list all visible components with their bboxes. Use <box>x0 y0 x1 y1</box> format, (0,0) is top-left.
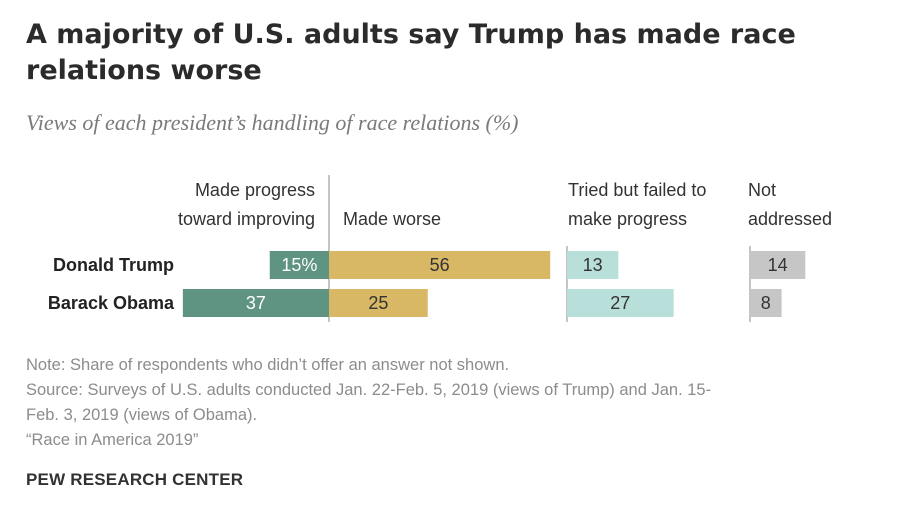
bar <box>269 251 329 279</box>
data-label: 27 <box>610 293 630 313</box>
data-label: 25 <box>368 293 388 313</box>
bar <box>750 251 806 279</box>
column-header-not-addressed-line2: addressed <box>748 209 833 229</box>
source-line-2: Feb. 3, 2019 (views of Obama). <box>26 406 258 424</box>
source-line-1: Source: Surveys of U.S. adults conducted… <box>26 381 712 399</box>
data-label: 14 <box>768 255 788 275</box>
chart-subtitle: Views of each president’s handling of ra… <box>26 110 519 135</box>
data-label: 8 <box>761 293 771 313</box>
column-header-progress: Made progress toward improving <box>178 176 315 234</box>
data-label: 37 <box>246 293 266 313</box>
report-name: “Race in America 2019” <box>26 431 199 449</box>
column-header-worse: Made worse <box>343 205 441 234</box>
data-label: 15% <box>281 255 317 275</box>
column-header-progress-line2: toward improving <box>177 209 315 229</box>
chart-title: A majority of U.S. adults say Trump has … <box>26 19 796 86</box>
column-header-not-addressed-line1: Not <box>748 180 777 200</box>
bar <box>329 289 428 317</box>
column-header-tried-line2: make progress <box>568 209 688 229</box>
bar <box>567 251 619 279</box>
data-label: 13 <box>583 255 603 275</box>
column-header-progress-line1: Made progress <box>194 180 315 200</box>
column-header-tried-line1: Tried but failed to <box>568 180 707 200</box>
bar <box>567 289 674 317</box>
bar <box>750 289 782 317</box>
bar <box>329 251 551 279</box>
category-label: Donald Trump <box>53 255 174 275</box>
category-label: Barack Obama <box>48 293 175 313</box>
column-header-worse-line1: Made worse <box>343 209 442 229</box>
column-header-tried: Tried but failed to make progress <box>568 176 706 234</box>
note-text: Note: Share of respondents who didn’t of… <box>26 356 510 374</box>
column-header-not-addressed: Not addressed <box>748 176 832 234</box>
source-organization: PEW RESEARCH CENTER <box>26 470 244 489</box>
data-label: 56 <box>430 255 450 275</box>
bar <box>182 289 329 317</box>
